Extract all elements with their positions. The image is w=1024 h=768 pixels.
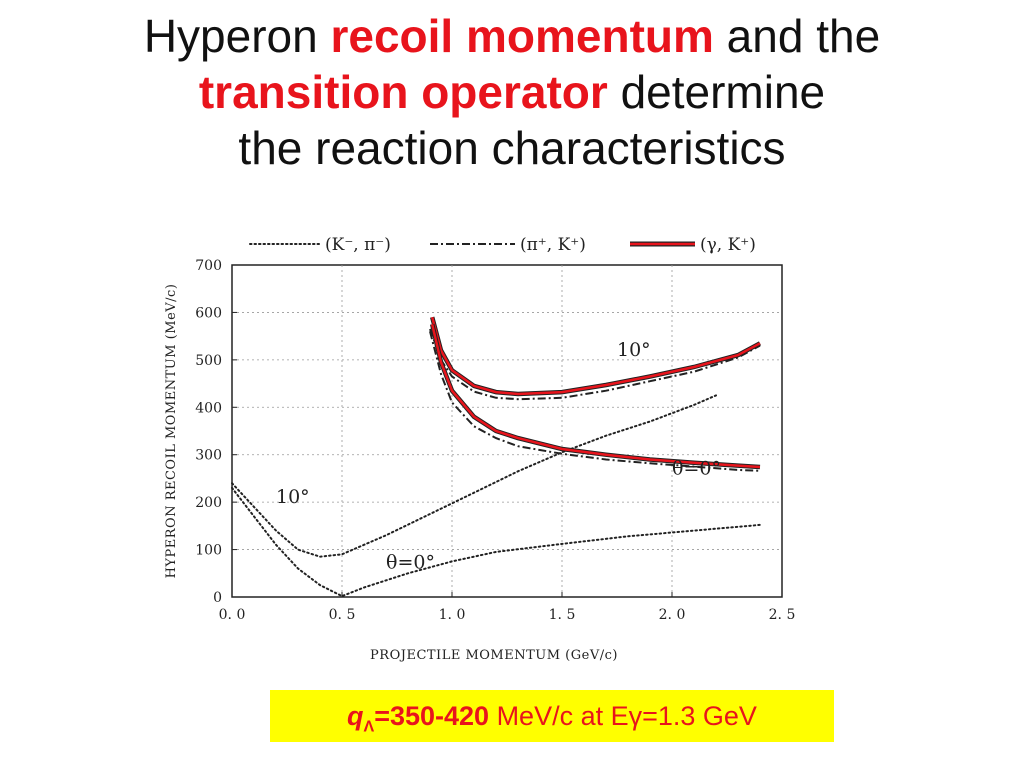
x-tick-label: 2. 5 [769,607,796,623]
recoil-momentum-chart: 0. 0 0. 5 1. 0 1. 5 2. 0 2. 5 0 100 200 300 400 500… [164,235,796,663]
y-tick-label: 400 [195,400,222,416]
legend-label: (K⁻, π⁻) [325,235,391,255]
x-tick-label: 1. 5 [549,607,576,623]
legend-label: (π⁺, K⁺) [520,235,586,255]
y-tick-label: 200 [195,495,222,511]
series-line [430,324,761,469]
title-line-3: the reaction characteristics [238,122,786,174]
result-highlight-box: qΛ=350-420 MeV/c at Eγ=1.3 GeV [270,690,834,742]
title-line-2: transition operator determine [0,64,1024,120]
series-line [430,316,761,396]
y-axis-label: HYPERON RECOIL MOMENTUM (MeV/c) [164,284,179,579]
x-axis-label: PROJECTILE MOMENTUM (GeV/c) [370,648,618,663]
title-text: Hyperon [143,10,331,62]
y-tick-label: 700 [195,258,222,274]
series-line [429,328,761,401]
title-line-1: Hyperon recoil momentum and the [0,8,1024,64]
y-tick-label: 100 [195,543,222,559]
x-tick-label: 1. 0 [439,607,466,623]
curve-annotation: θ=0° [386,552,435,574]
y-tick-label: 500 [195,353,222,369]
q-value: =350-420 [374,701,490,731]
y-tick-label: 300 [195,448,222,464]
plot-frame [231,264,783,598]
y-tick-label: 0 [213,590,222,606]
series-outline [430,316,762,397]
slide-title: Hyperon recoil momentum and the transiti… [0,8,1024,176]
result-text: MeV/c at Eγ=1.3 GeV [489,701,757,731]
x-tick-label: 2. 0 [659,607,686,623]
curve-annotation: θ=0° [672,458,721,480]
curve-annotation: 10° [617,339,651,361]
x-tick-label: 0. 0 [219,607,246,623]
title-text: determine [607,66,826,118]
series-line [429,331,761,472]
x-tick-label: 0. 5 [329,607,356,623]
y-tick-label: 600 [195,305,222,321]
legend-label: (γ, K⁺) [700,235,756,255]
series-line [231,486,761,598]
curve-annotation: 10° [276,486,310,508]
title-highlight: recoil momentum [330,10,714,62]
title-highlight: transition operator [198,66,608,118]
series-outline [430,323,761,470]
q-subscript: Λ [363,718,375,736]
title-text: and the [713,10,881,62]
series-line [231,394,717,558]
q-symbol: q [347,701,364,731]
